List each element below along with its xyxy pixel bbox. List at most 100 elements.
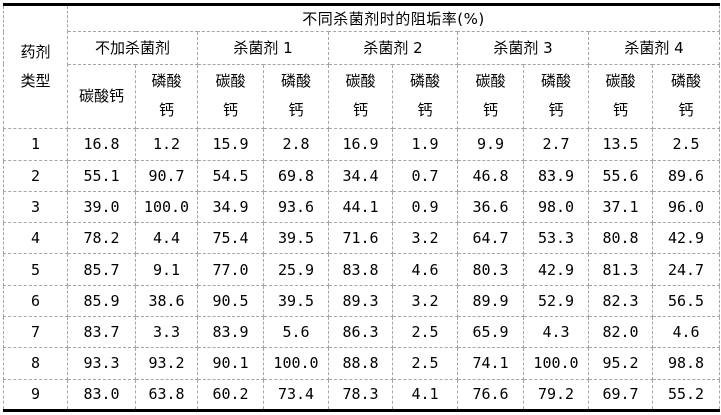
group-header-bactericide-1: 杀菌剂 1	[197, 31, 329, 65]
value-cell: 55.1	[67, 159, 136, 192]
sub-header-caco3: 碳酸 钙	[328, 63, 393, 130]
value-cell: 53.3	[523, 222, 589, 255]
corner-header-cell: 药剂 类型	[3, 3, 68, 130]
sub-header-capo4: 磷酸 钙	[523, 63, 589, 130]
row-id-cell: 6	[3, 284, 68, 318]
value-cell: 15.9	[197, 128, 264, 161]
group-header-bactericide-3: 杀菌剂 3	[457, 31, 589, 65]
value-cell: 2.8	[263, 128, 329, 161]
row-id-cell: 7	[3, 315, 68, 349]
table-row: 7 83.7 3.3 83.9 5.6 86.3 2.5 65.9 4.3 82.0 4.6	[3, 315, 721, 349]
table-row: 5 85.7 9.1 77.0 25.9 83.8 4.6 80.3 42.9 81.3 24.7	[3, 253, 721, 286]
value-cell: 93.6	[263, 190, 329, 224]
row-id-cell: 8	[3, 347, 68, 380]
value-cell: 83.9	[197, 315, 264, 349]
sub-header-capo4: 磷酸 钙	[651, 63, 721, 130]
value-cell: 88.8	[328, 347, 393, 380]
sub-header-capo4: 磷酸 钙	[263, 63, 329, 130]
value-cell: 90.7	[135, 159, 198, 192]
value-cell: 78.2	[67, 222, 136, 255]
sub-header-row: 碳酸钙 磷酸 钙 碳酸 钙 磷酸 钙 碳酸 钙 磷酸 钙 碳酸 钙 磷酸 钙 碳…	[4, 63, 721, 130]
group-header-row: 不加杀菌剂 杀菌剂 1 杀菌剂 2 杀菌剂 3 杀菌剂 4	[4, 31, 721, 65]
sub-header-caco3: 碳酸 钙	[457, 63, 524, 130]
value-cell: 39.5	[263, 222, 329, 255]
value-cell: 89.6	[651, 159, 721, 192]
group-header-bactericide-2: 杀菌剂 2	[328, 31, 458, 65]
value-cell: 9.1	[135, 253, 198, 286]
value-cell: 42.9	[523, 253, 589, 286]
value-cell: 75.4	[197, 222, 264, 255]
row-id-cell: 1	[3, 128, 68, 161]
value-cell: 63.8	[135, 378, 198, 412]
value-cell: 56.5	[651, 284, 721, 318]
value-cell: 90.1	[197, 347, 264, 380]
value-cell: 98.0	[523, 190, 589, 224]
table-row: 1 16.8 1.2 15.9 2.8 16.9 1.9 9.9 2.7 13.5 2.5	[3, 128, 721, 161]
group-header-no-bactericide: 不加杀菌剂	[67, 31, 198, 65]
value-cell: 2.5	[651, 128, 721, 161]
value-cell: 25.9	[263, 253, 329, 286]
row-id-cell: 4	[3, 222, 68, 255]
value-cell: 100.0	[263, 347, 329, 380]
table-row: 6 85.9 38.6 90.5 39.5 89.3 3.2 89.9 52.9 82.3 56.5	[3, 284, 721, 318]
value-cell: 82.0	[588, 315, 653, 349]
value-cell: 9.9	[457, 128, 524, 161]
value-cell: 77.0	[197, 253, 264, 286]
row-id-cell: 2	[3, 159, 68, 192]
value-cell: 5.6	[263, 315, 329, 349]
value-cell: 4.4	[135, 222, 198, 255]
value-cell: 16.8	[67, 128, 136, 161]
title-row: 药剂 类型 不同杀菌剂时的阻垢率(%)	[3, 3, 721, 130]
table-row: 2 55.1 90.7 54.5 69.8 34.4 0.7 46.8 83.9 55.6 89.6	[3, 159, 721, 192]
value-cell: 1.9	[392, 128, 458, 161]
table-title-cell: 不同杀菌剂时的阻垢率(%)	[66, 3, 721, 33]
value-cell: 93.2	[135, 347, 198, 380]
value-cell: 13.5	[588, 128, 653, 161]
row-id-cell: 5	[3, 253, 68, 286]
value-cell: 34.4	[328, 159, 393, 192]
group-header-bactericide-4: 杀菌剂 4	[587, 31, 721, 65]
table-row: 3 39.0 100.0 34.9 93.6 44.1 0.9 36.6 98.0 37.1 96.…	[3, 190, 721, 224]
value-cell: 81.3	[588, 253, 653, 286]
value-cell: 34.9	[197, 190, 264, 224]
value-cell: 2.5	[392, 347, 458, 380]
value-cell: 2.5	[392, 315, 458, 349]
value-cell: 76.6	[457, 378, 524, 412]
value-cell: 39.0	[67, 190, 136, 224]
value-cell: 0.9	[392, 190, 458, 224]
value-cell: 39.5	[263, 284, 329, 318]
value-cell: 55.6	[588, 159, 653, 192]
sub-header-capo4: 磷酸 钙	[135, 63, 198, 130]
value-cell: 83.0	[67, 378, 136, 412]
value-cell: 4.6	[392, 253, 458, 286]
value-cell: 1.2	[135, 128, 198, 161]
value-cell: 98.8	[651, 347, 721, 380]
value-cell: 4.1	[392, 378, 458, 412]
value-cell: 2.7	[523, 128, 589, 161]
value-cell: 24.7	[651, 253, 721, 286]
value-cell: 96.0	[651, 190, 721, 224]
value-cell: 90.5	[197, 284, 264, 318]
value-cell: 85.9	[67, 284, 136, 318]
value-cell: 55.2	[651, 378, 721, 412]
value-cell: 54.5	[197, 159, 264, 192]
value-cell: 73.4	[263, 378, 329, 412]
row-id-cell: 3	[3, 190, 68, 224]
value-cell: 3.2	[392, 222, 458, 255]
value-cell: 65.9	[457, 315, 524, 349]
value-cell: 83.9	[523, 159, 589, 192]
value-cell: 100.0	[523, 347, 589, 380]
value-cell: 79.2	[523, 378, 589, 412]
value-cell: 83.8	[328, 253, 393, 286]
value-cell: 36.6	[457, 190, 524, 224]
value-cell: 69.7	[588, 378, 653, 412]
value-cell: 3.3	[135, 315, 198, 349]
value-cell: 46.8	[457, 159, 524, 192]
value-cell: 78.3	[328, 378, 393, 412]
value-cell: 89.3	[328, 284, 393, 318]
value-cell: 93.3	[67, 347, 136, 380]
value-cell: 89.9	[457, 284, 524, 318]
value-cell: 80.8	[588, 222, 653, 255]
sub-header-capo4: 磷酸 钙	[392, 63, 458, 130]
